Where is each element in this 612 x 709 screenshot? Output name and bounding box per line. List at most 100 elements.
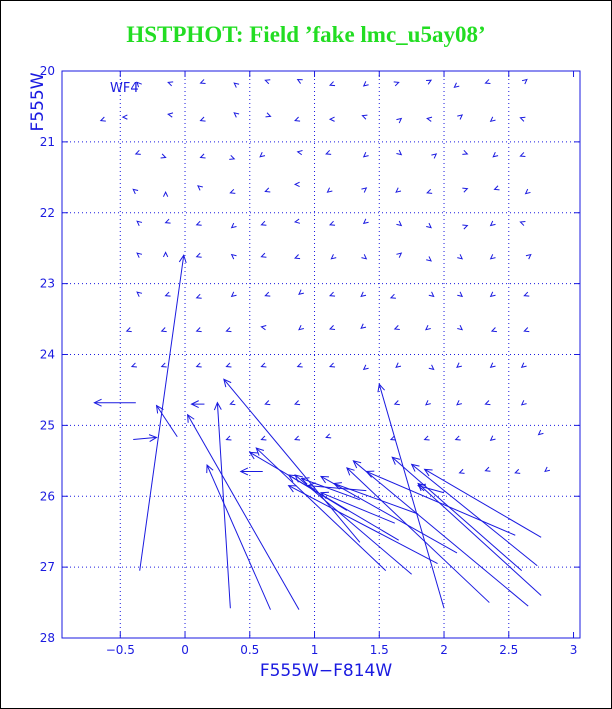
- vector-arrowhead: [328, 291, 336, 297]
- vector-arrowhead: [489, 362, 496, 368]
- vector-arrowhead: [362, 218, 369, 225]
- y-tick-label: 25: [40, 418, 55, 432]
- vector-arrowhead: [389, 293, 396, 299]
- vector-arrowhead: [162, 191, 169, 197]
- vector-arrowhead: [524, 188, 531, 195]
- vector-arrowhead: [229, 154, 236, 160]
- vector-arrowhead: [298, 289, 304, 295]
- vector-arrowhead: [489, 435, 496, 441]
- vector-arrowhead: [457, 291, 464, 298]
- vector-shaft: [308, 485, 367, 492]
- vector-arrowhead: [287, 474, 297, 482]
- vector-shaft: [346, 467, 490, 603]
- vector-arrowhead: [425, 324, 431, 331]
- vector-arrowhead: [294, 400, 301, 406]
- vector-arrowhead: [492, 152, 499, 158]
- vector-arrowhead: [233, 82, 240, 88]
- vector-arrowhead: [265, 112, 272, 118]
- vector-arrowhead: [136, 252, 143, 258]
- vector-arrowhead: [164, 218, 171, 224]
- vector-arrowhead: [389, 435, 396, 441]
- panel-label: WF4: [110, 81, 139, 96]
- x-tick-label: 3: [570, 643, 578, 657]
- vector-arrowhead: [328, 116, 335, 122]
- vector-arrowhead: [426, 222, 432, 229]
- vector-arrowhead: [134, 149, 141, 155]
- vector-arrowhead: [195, 362, 202, 368]
- vector-arrowhead: [490, 327, 497, 333]
- vector-arrowhead: [132, 188, 139, 195]
- vector-arrowhead: [365, 470, 375, 478]
- vector-arrowhead: [319, 475, 330, 484]
- vector-arrowhead: [195, 293, 202, 299]
- vector-arrowhead: [537, 429, 544, 436]
- vector-arrowhead: [489, 220, 496, 227]
- x-tick-label: 2: [440, 643, 448, 657]
- vector-arrowhead: [396, 149, 403, 156]
- vector-shaft: [294, 474, 412, 575]
- vector-shaft: [223, 378, 361, 543]
- vector-arrowhead: [230, 222, 237, 229]
- vector-arrowhead: [360, 323, 367, 330]
- vector-arrowhead: [160, 362, 167, 368]
- vector-arrowhead: [294, 254, 301, 260]
- vector-arrowhead: [484, 79, 491, 85]
- vector-arrowhead: [525, 253, 532, 260]
- vector-arrowhead: [259, 152, 266, 158]
- vector-arrowhead: [294, 116, 301, 122]
- y-tick-label: 21: [40, 135, 55, 149]
- vector-arrowhead: [426, 116, 433, 122]
- vector-shaft: [417, 483, 542, 596]
- vector-arrowhead: [298, 324, 304, 331]
- vector-arrowhead: [453, 82, 460, 89]
- vector-arrowhead: [523, 291, 530, 297]
- vector-arrowhead: [462, 149, 469, 155]
- vector-arrowhead: [319, 491, 330, 500]
- vector-arrowhead: [489, 291, 496, 298]
- vector-shaft: [411, 463, 538, 567]
- vector-arrowhead: [325, 433, 332, 439]
- vector-shaft: [320, 475, 458, 554]
- vector-arrowhead: [294, 435, 301, 441]
- vector-arrowhead: [361, 114, 368, 120]
- vector-arrowhead: [521, 78, 528, 85]
- vector-shaft: [378, 384, 445, 609]
- ticks-layer: −0.5 0 0.5 1 1.5 2 2.5 3 20 21 22 23 24 25 26 27 28: [40, 64, 580, 657]
- grid-layer: [62, 71, 580, 638]
- vector-arrowhead: [260, 325, 267, 331]
- vector-arrowhead: [431, 153, 438, 159]
- vector-shaft: [288, 485, 438, 565]
- vector-arrowhead: [296, 362, 303, 368]
- vector-shaft: [353, 460, 529, 607]
- vector-arrowhead: [206, 464, 214, 474]
- vector-arrowhead: [239, 467, 249, 476]
- vector-arrowhead: [287, 485, 297, 493]
- vector-arrowhead: [136, 291, 143, 297]
- vector-arrowhead: [199, 79, 206, 85]
- vector-arrowhead: [360, 291, 367, 298]
- vector-arrowhead: [213, 401, 222, 411]
- vector-arrowhead: [395, 362, 402, 368]
- vector-arrowhead: [328, 81, 336, 87]
- x-axis-label: F555W−F814W: [260, 661, 393, 681]
- vector-arrowhead: [326, 187, 333, 193]
- vector-arrowhead: [544, 466, 551, 473]
- vector-arrowhead: [519, 152, 526, 158]
- vector-arrowhead: [93, 398, 102, 407]
- vector-arrowhead: [293, 181, 300, 188]
- vector-arrowhead: [456, 400, 462, 406]
- vector-arrowhead: [332, 482, 342, 490]
- vector-arrowhead: [328, 325, 336, 330]
- vector-arrowhead: [393, 81, 400, 87]
- vector-arrowhead: [164, 291, 171, 297]
- vector-arrowhead: [197, 185, 203, 191]
- chart-title: HSTPHOT: Field ’fake lmc_u5ay08’: [126, 22, 486, 47]
- vector-arrowhead: [456, 362, 462, 368]
- vector-arrowhead: [493, 185, 500, 191]
- x-tick-label: 0: [181, 643, 189, 657]
- vector-shaft: [417, 485, 445, 494]
- vector-shaft: [301, 478, 361, 501]
- vector-arrowhead: [187, 413, 195, 423]
- vector-arrowhead: [293, 218, 301, 224]
- vector-arrowhead: [520, 362, 527, 368]
